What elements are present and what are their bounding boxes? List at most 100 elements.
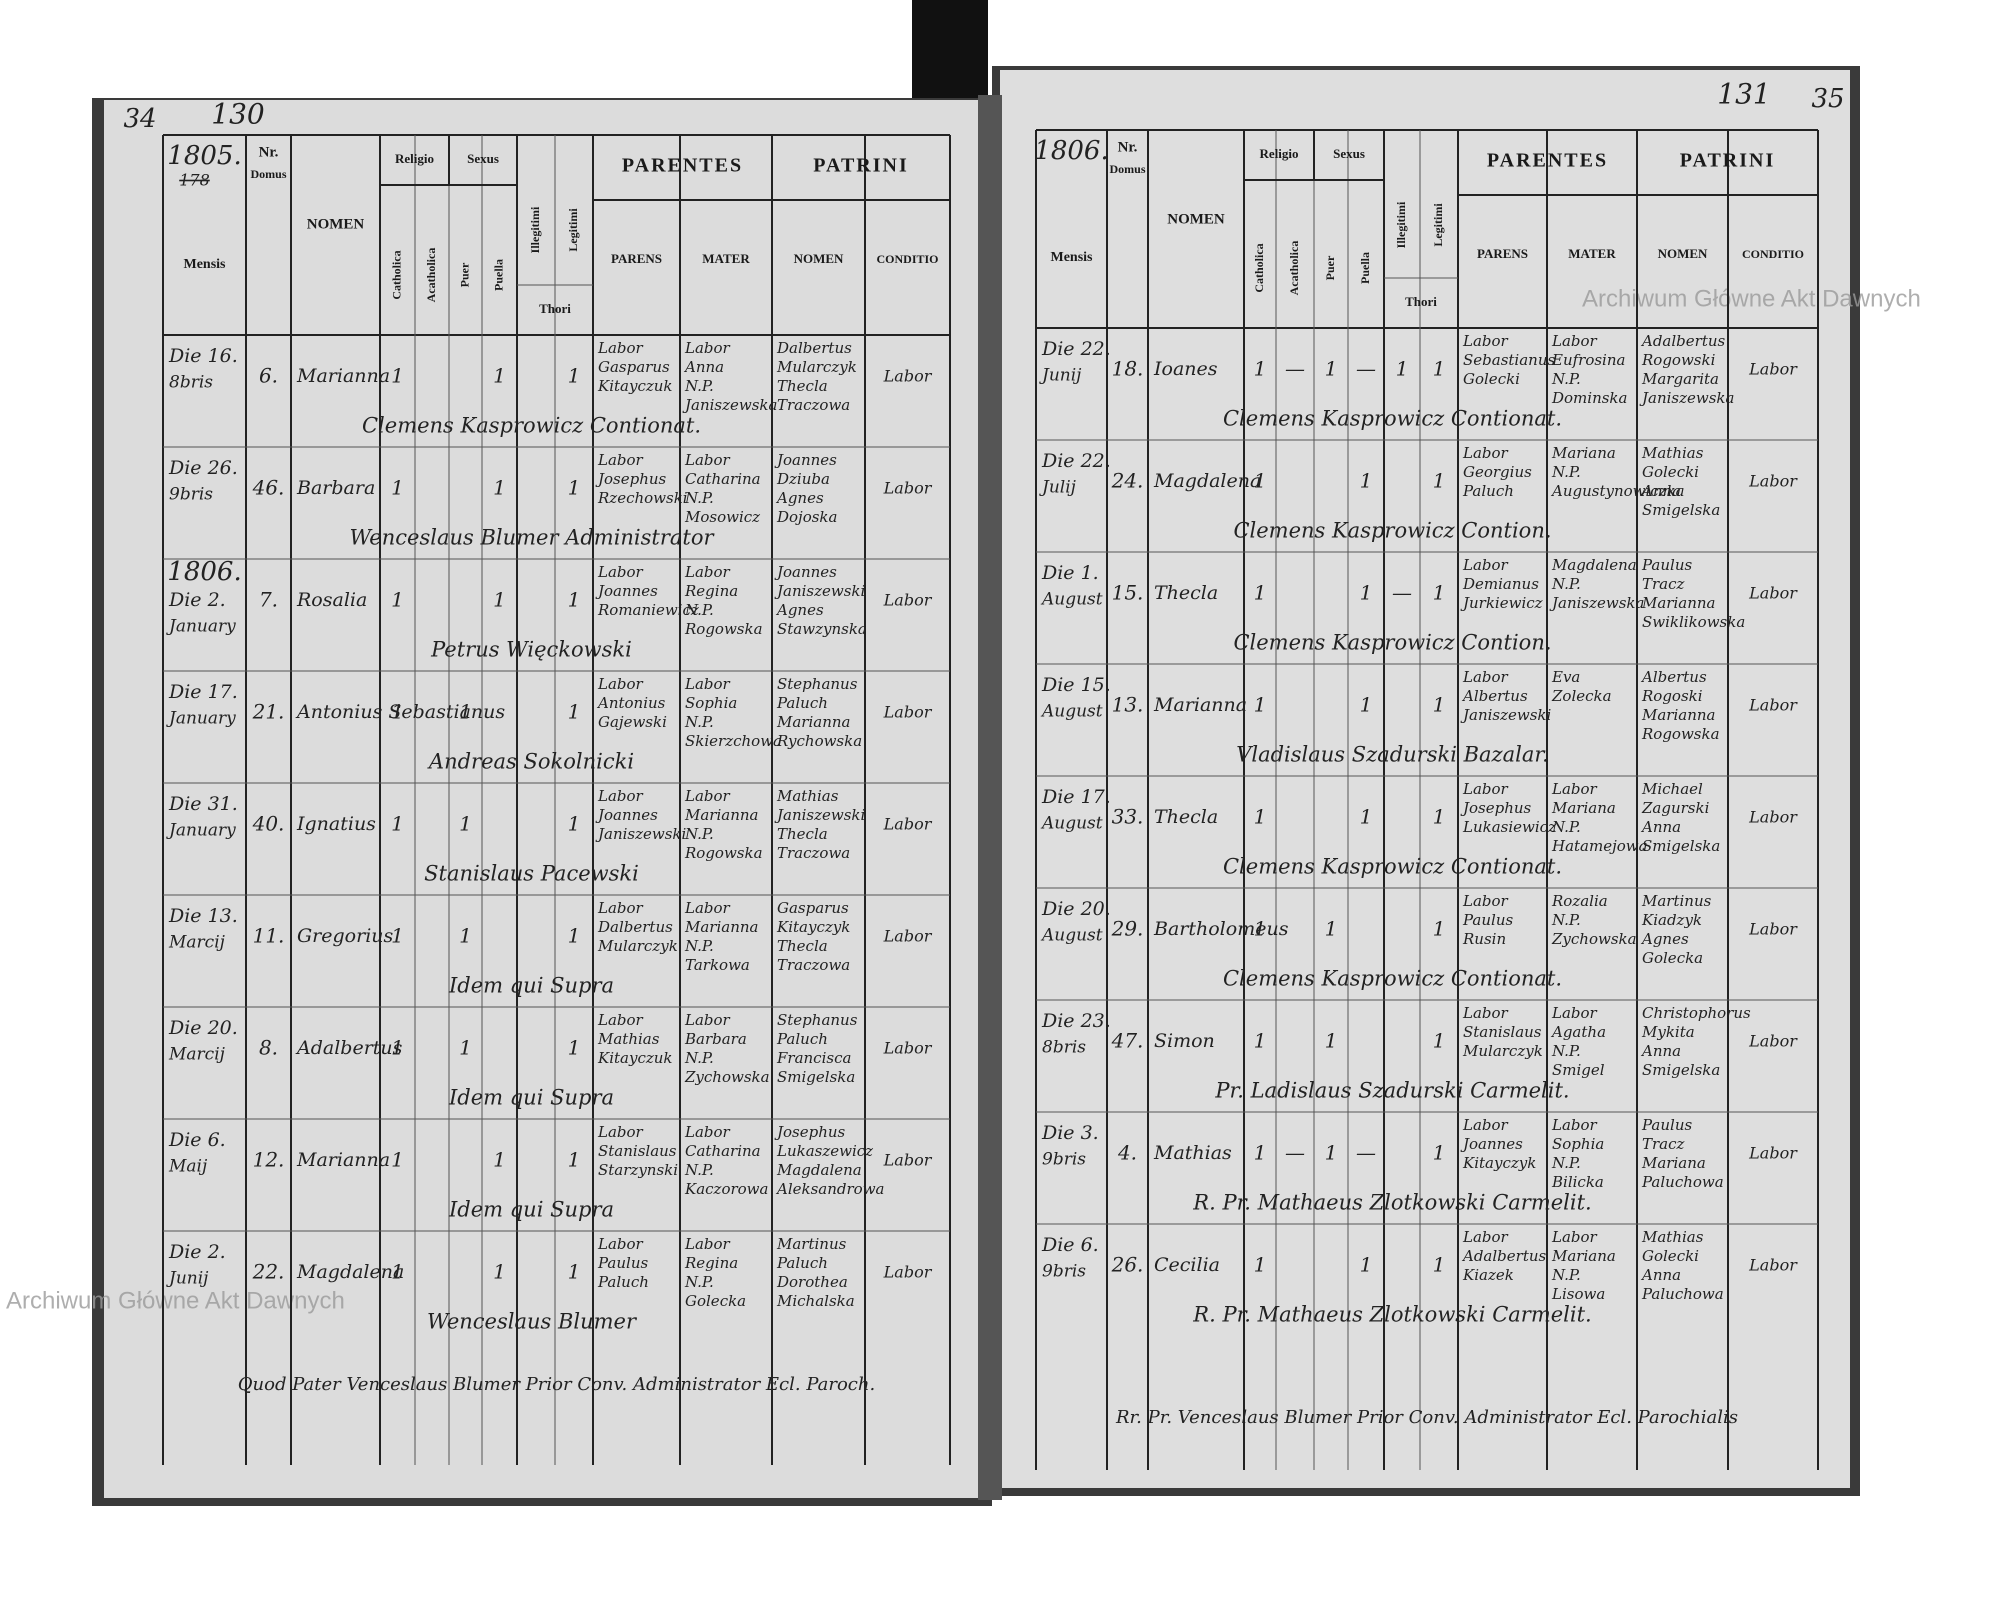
parens-line: Janiszewski <box>1460 706 1552 724</box>
header-parens: PARENS <box>1477 246 1528 261</box>
parens-line: Josephus <box>595 470 667 488</box>
header-mater: MATER <box>1568 246 1616 261</box>
patrini-line: Kiadzyk <box>1641 911 1702 929</box>
tally: 1 <box>391 1148 404 1172</box>
day: Die 6. <box>1041 1234 1099 1256</box>
tally: 1 <box>1360 1253 1373 1277</box>
patrini-line: Zagurski <box>1641 799 1710 817</box>
tally: 1 <box>1254 805 1267 829</box>
header-parentes: PARENTES <box>1487 150 1608 172</box>
mater-line: Labor <box>1551 1004 1598 1022</box>
parens-line: Golecki <box>1463 370 1520 388</box>
header-puer: Puer <box>457 262 471 287</box>
patrini-line: Rogowska <box>1641 725 1720 743</box>
tally: 1 <box>568 364 581 388</box>
parens-line: Mularczyk <box>1462 1042 1543 1060</box>
patrini-line: Mykita <box>1641 1023 1695 1041</box>
baptizer: Wenceslaus Blumer <box>427 1310 638 1334</box>
tally: 1 <box>391 1036 404 1060</box>
mater-line: Rozalia <box>1551 892 1608 910</box>
parens-line: Antonius <box>596 694 666 712</box>
patrini-line: Dziuba <box>776 470 830 488</box>
header-sexus: Sexus <box>1333 146 1365 161</box>
header-patrini: PATRINI <box>813 155 908 177</box>
mater-line: Mariana <box>1551 799 1616 817</box>
parens-line: Labor <box>1462 556 1509 574</box>
house-number: 13. <box>1112 693 1144 717</box>
tally: 1 <box>391 588 404 612</box>
tally: 1 <box>568 812 581 836</box>
parens-line: Demianus <box>1462 575 1539 593</box>
tally: 1 <box>1254 1253 1267 1277</box>
month: January <box>166 617 236 637</box>
header-parentes: PARENTES <box>622 155 743 177</box>
month: 8bris <box>169 373 213 393</box>
patrini-line: Marianna <box>1641 594 1715 612</box>
day: Die 22. <box>1041 450 1111 472</box>
mater-line: Labor <box>684 563 731 581</box>
tally: 1 <box>1360 805 1373 829</box>
tally: 1 <box>1433 581 1446 605</box>
house-number: 7. <box>259 588 278 612</box>
child-name: Ignatius <box>296 813 376 835</box>
month: 9bris <box>169 485 213 505</box>
parens-line: Kiazek <box>1462 1266 1514 1284</box>
mater-line: Labor <box>1551 1228 1598 1246</box>
tally: 1 <box>1254 693 1267 717</box>
child-name: Cecilia <box>1154 1254 1220 1276</box>
patrini-line: Golecka <box>1642 949 1703 967</box>
baptizer: R. Pr. Mathaeus Zlotkowski Carmelit. <box>1192 1191 1591 1215</box>
header-domus: Domus <box>250 167 286 181</box>
header-legitimi: Legitimi <box>1431 203 1445 247</box>
header-religio: Religio <box>1260 146 1299 161</box>
conditio: Labor <box>883 479 933 498</box>
mater-line: Zolecka <box>1551 687 1612 705</box>
tally: 1 <box>1325 1141 1338 1165</box>
patrini-line: Paluchowa <box>1641 1285 1724 1303</box>
day: Die 26. <box>168 457 238 479</box>
parens-line: Adalbertus <box>1461 1247 1547 1265</box>
mater-line: N.P. <box>1551 818 1581 836</box>
parens-line: Georgius <box>1463 463 1532 481</box>
mater-line: Augustynowiczka <box>1550 482 1685 500</box>
parens-line: Labor <box>1462 1228 1509 1246</box>
month: January <box>166 709 236 729</box>
parens-line: Labor <box>597 1011 644 1029</box>
mater-line: Labor <box>684 1235 731 1253</box>
tally: 1 <box>1433 1029 1446 1053</box>
tally: 1 <box>459 812 472 836</box>
tally: 1 <box>493 364 506 388</box>
parens-line: Mularczyk <box>597 937 678 955</box>
house-number: 11. <box>253 924 285 948</box>
baptizer: Clemens Kasprowicz Contionat. <box>1223 407 1562 431</box>
parens-line: Labor <box>597 1123 644 1141</box>
patrini-line: Josephus <box>774 1123 846 1141</box>
patrini-line: Dalbertus <box>776 339 852 357</box>
header-nomen: NOMEN <box>1167 211 1225 227</box>
mater-line: Zychowska <box>684 1068 770 1086</box>
parens-line: Labor <box>597 899 644 917</box>
parens-line: Labor <box>1462 892 1509 910</box>
day: Die 2. <box>168 1241 226 1263</box>
mater-line: Magdalena <box>1551 556 1637 574</box>
day: Die 13. <box>168 905 238 927</box>
mater-line: Zychowska <box>1551 930 1637 948</box>
tally: 1 <box>1254 581 1267 605</box>
tally: 1 <box>1325 357 1338 381</box>
header-patrini: PATRINI <box>1680 150 1775 172</box>
watermark: Archiwum Główne Akt Dawnych <box>6 1287 345 1314</box>
mater-line: N.P. <box>1551 1042 1581 1060</box>
parens-line: Mathias <box>597 1030 660 1048</box>
patrini-line: Tracz <box>1642 1135 1685 1153</box>
patrini-line: Francisca <box>776 1049 851 1067</box>
patrini-line: Rogoski <box>1641 687 1703 705</box>
patrini-line: Adalbertus <box>1640 332 1726 350</box>
parens-line: Labor <box>1462 1004 1509 1022</box>
patrini-line: Swiklikowska <box>1642 613 1745 631</box>
tally: 1 <box>1360 469 1373 493</box>
child-name: Magdalena <box>296 1261 404 1283</box>
patrini-line: Paluch <box>776 1030 828 1048</box>
patrini-line: Thecla <box>777 825 828 843</box>
mater-line: Regina <box>684 1254 738 1272</box>
patrini-line: Stephanus <box>777 1011 858 1029</box>
